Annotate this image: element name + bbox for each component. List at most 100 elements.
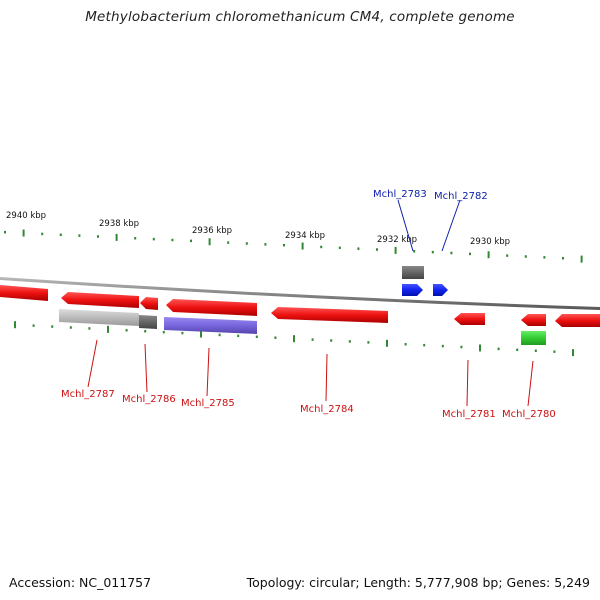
upper-scale-tick [134, 237, 137, 240]
upper-scale-tick [22, 229, 25, 237]
gene-arrow-mchl-2782[interactable] [433, 284, 448, 296]
scale-label-2940: 2940 kbp [6, 211, 46, 221]
lower-scale-tick [125, 329, 128, 332]
scale-label-2938: 2938 kbp [99, 219, 139, 229]
scale-label-2932: 2932 kbp [377, 235, 417, 245]
upper-scale-tick [301, 242, 304, 250]
lower-scale-tick [479, 344, 481, 352]
lower-scale-tick [311, 338, 314, 341]
gene-arrow-mchl-2786[interactable] [139, 315, 157, 329]
gene-label-mchl-2780[interactable]: Mchl_2780 [502, 409, 556, 420]
gene-label-mchl-2782[interactable]: Mchl_2782 [434, 191, 488, 202]
upper-scale-tick [357, 247, 360, 250]
leader-mchl-2786 [144, 343, 148, 393]
upper-scale-tick [78, 234, 81, 237]
upper-scale-tick [506, 254, 509, 257]
gene-label-mchl-2787[interactable]: Mchl_2787 [61, 389, 115, 400]
upper-scale-tick [283, 243, 285, 247]
gene-arrow-mchl-2785[interactable] [164, 317, 257, 334]
upper-scale-tick [469, 252, 471, 256]
lower-scale-tick [423, 343, 426, 347]
gene-arrow-green[interactable] [521, 331, 546, 345]
gene-arrow-left-3[interactable] [140, 297, 158, 310]
lower-scale-tick [497, 347, 500, 351]
upper-scale-tick [97, 235, 99, 238]
lower-scale-tick [14, 321, 16, 329]
lower-scale-tick [200, 330, 202, 338]
lower-scale-tick [293, 335, 295, 343]
gene-arrow-dark-upper[interactable] [402, 266, 424, 279]
lower-scale-tick [181, 331, 184, 335]
upper-scale-tick [227, 241, 230, 244]
lower-scale-tick [162, 330, 165, 334]
upper-scale-tick [376, 248, 378, 251]
upper-scale-tick [562, 256, 564, 260]
gene-label-mchl-2786[interactable]: Mchl_2786 [122, 394, 176, 405]
upper-scale-tick [413, 250, 416, 253]
upper-scale-tick [580, 255, 583, 263]
lower-scale-tick [572, 349, 574, 357]
upper-scale-tick [208, 238, 211, 246]
gene-arrow-mchl-2784[interactable] [271, 307, 388, 323]
scale-label-2934: 2934 kbp [285, 231, 325, 241]
lower-scale-tick [330, 339, 333, 342]
lower-scale-tick [88, 327, 91, 330]
gene-arrow-mchl-2783[interactable] [402, 284, 423, 296]
upper-scale-tick [152, 237, 155, 241]
genome-title: Methylobacterium chloromethanicum CM4, c… [85, 9, 515, 25]
upper-scale-tick [59, 233, 62, 237]
gene-arrow-left-4[interactable] [166, 299, 257, 316]
lower-scale-tick [516, 348, 519, 352]
upper-scale-tick [115, 233, 118, 241]
genome-backbone [0, 277, 600, 310]
lower-scale-tick [367, 341, 370, 344]
upper-scale-tick [487, 251, 490, 259]
leader-mchl-2781 [466, 359, 469, 407]
lower-scale-tick [107, 325, 109, 333]
lower-scale-tick [51, 325, 54, 328]
upper-scale-tick [394, 246, 397, 254]
leader-mchl-2785 [206, 347, 210, 397]
lower-scale-tick [237, 334, 240, 338]
gene-label-mchl-2785[interactable]: Mchl_2785 [181, 398, 235, 409]
upper-scale-tick [264, 243, 267, 246]
lower-scale-tick [404, 342, 407, 346]
lower-scale-tick [460, 345, 463, 349]
gene-arrow-right-edge[interactable] [555, 314, 600, 327]
upper-scale-tick [320, 245, 323, 249]
upper-scale-tick [171, 238, 174, 242]
gene-label-mchl-2783[interactable]: Mchl_2783 [373, 189, 427, 200]
lower-scale-tick [69, 326, 72, 329]
upper-scale-tick [450, 251, 453, 255]
scale-label-2930: 2930 kbp [470, 237, 510, 247]
leader-mchl-2780 [527, 360, 534, 407]
upper-scale-tick [190, 239, 192, 243]
upper-scale-tick [41, 232, 44, 236]
lower-scale-tick [218, 333, 221, 337]
lower-scale-tick [441, 344, 444, 348]
upper-scale-tick [338, 246, 341, 250]
gene-label-mchl-2784[interactable]: Mchl_2784 [300, 404, 354, 415]
scale-ticks [4, 229, 583, 357]
upper-scale-tick [524, 255, 527, 258]
lower-scale-tick [144, 329, 147, 333]
leader-mchl-2782 [441, 199, 461, 252]
gene-arrow-mchl-2780[interactable] [521, 314, 546, 326]
gene-label-mchl-2781[interactable]: Mchl_2781 [442, 409, 496, 420]
lower-scale-tick [32, 324, 35, 327]
gene-features [0, 266, 600, 345]
gene-arrow-mchl-2781[interactable] [454, 313, 485, 325]
lower-scale-tick [348, 340, 351, 343]
lower-scale-tick [553, 350, 556, 353]
lower-scale-tick [534, 349, 537, 352]
genome-summary-text: Topology: circular; Length: 5,777,908 bp… [246, 575, 590, 590]
gene-arrow-left-2[interactable] [61, 292, 139, 308]
scale-label-2936: 2936 kbp [192, 226, 232, 236]
leader-mchl-2787 [87, 339, 98, 388]
leader-mchl-2783 [397, 199, 414, 252]
upper-scale-tick [245, 242, 248, 245]
gene-arrow-left-edge[interactable] [0, 285, 48, 301]
gene-arrow-mchl-2787[interactable] [59, 309, 139, 326]
accession-text: Accession: NC_011757 [9, 575, 152, 590]
